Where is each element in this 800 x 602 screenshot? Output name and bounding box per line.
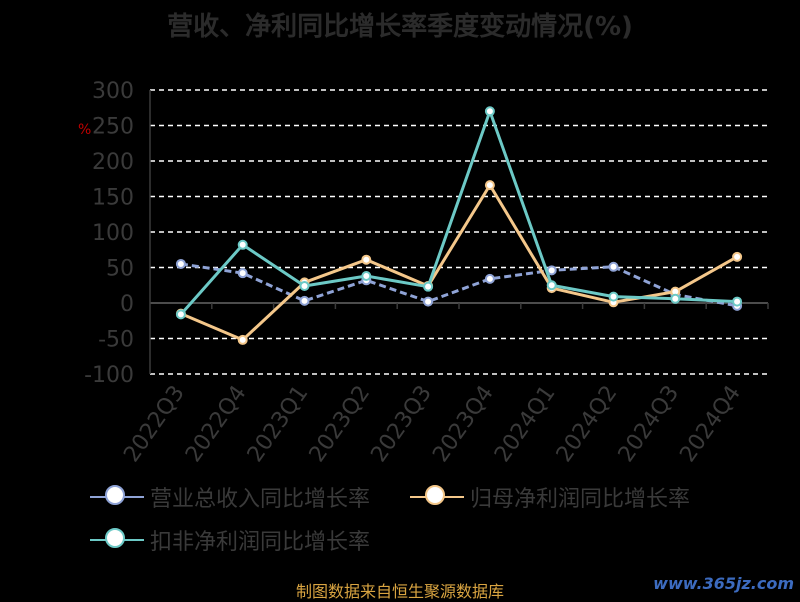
y-tick-label: 300 <box>92 79 134 104</box>
data-source-note: 制图数据来自恒生聚源数据库 <box>295 582 504 601</box>
x-tick-label: 2023Q1 <box>243 381 314 467</box>
data-point <box>423 281 434 292</box>
y-tick-label: 200 <box>92 150 134 175</box>
legend-marker-deducted-net-profit <box>90 528 144 551</box>
legend-marker-net-profit <box>410 485 464 508</box>
series-line-2 <box>179 109 738 316</box>
data-point <box>484 180 495 191</box>
y-tick-label: 50 <box>106 257 134 282</box>
data-point <box>175 309 186 320</box>
data-point <box>732 296 743 307</box>
data-point <box>237 334 248 345</box>
x-tick-label: 2022Q3 <box>119 381 190 467</box>
legend-label-deducted-net-profit: 扣非净利润同比增长率 <box>150 530 371 555</box>
x-tick-label: 2024Q4 <box>675 381 746 467</box>
x-tick-label: 2024Q3 <box>614 381 685 467</box>
series-line-1 <box>180 183 738 342</box>
legend-item-deducted-net-profit[interactable]: 扣非净利润同比增长率 <box>90 524 370 556</box>
data-point <box>732 251 743 262</box>
data-point <box>484 106 495 117</box>
data-point <box>484 273 495 284</box>
legend-label-net-profit: 归母净利润同比增长率 <box>470 487 691 512</box>
y-tick-label: 250 <box>92 115 134 140</box>
legend-label-revenue: 营业总收入同比增长率 <box>150 487 371 512</box>
y-unit-mark: % <box>78 122 92 138</box>
data-point <box>237 268 248 279</box>
data-point <box>361 254 372 265</box>
data-point <box>423 296 434 307</box>
y-tick-label: 100 <box>92 221 134 246</box>
data-point <box>361 271 372 282</box>
x-tick-label: 2023Q2 <box>305 381 376 467</box>
x-tick-label: 2024Q1 <box>490 381 561 467</box>
legend-item-net-profit[interactable]: 归母净利润同比增长率 <box>410 481 690 513</box>
data-point <box>299 280 310 291</box>
data-point <box>237 239 248 250</box>
y-tick-label: 150 <box>92 186 134 211</box>
x-tick-label: 2024Q2 <box>552 381 623 467</box>
y-tick-label: 0 <box>120 292 134 317</box>
y-tick-label: -100 <box>84 363 134 388</box>
x-tick-label: 2023Q4 <box>428 381 499 467</box>
data-point <box>175 258 186 269</box>
y-tick-label: -50 <box>98 328 134 353</box>
legend-marker-revenue <box>90 485 144 508</box>
data-point <box>299 295 310 306</box>
x-tick-label: 2022Q4 <box>181 381 252 467</box>
data-point <box>608 291 619 302</box>
chart-title: 营收、净利同比增长率季度变动情况(%) <box>167 12 633 42</box>
x-tick-label: 2023Q3 <box>366 381 437 467</box>
watermark: www.365jz.com <box>653 574 794 593</box>
legend-item-revenue[interactable]: 营业总收入同比增长率 <box>90 481 370 513</box>
series-line-0 <box>180 262 738 308</box>
data-point <box>608 261 619 272</box>
data-point <box>546 280 557 291</box>
data-point <box>670 293 681 304</box>
